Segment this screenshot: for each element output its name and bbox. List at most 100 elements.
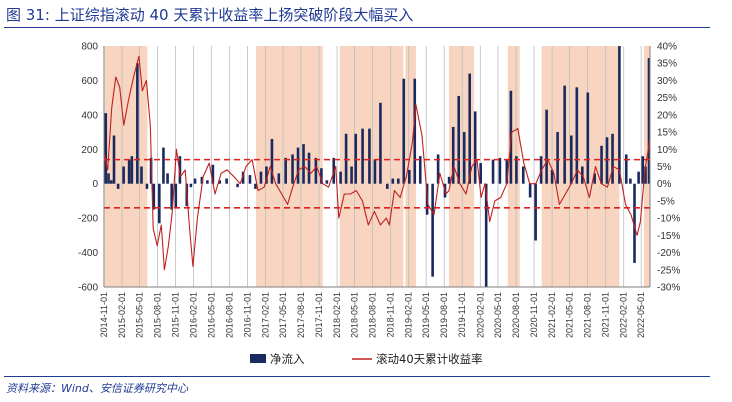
x-axis-ticks: 2014-11-01 2015-02-01 2015-05-01 2015-08-01… [99,292,646,338]
bar-82 [556,132,559,184]
right-tick-3: 25% [657,93,677,104]
x-tick-28: 2021-11-01 [601,292,611,337]
bar-16 [170,183,173,210]
bar-25 [218,180,222,184]
bar-93 [624,154,628,184]
x-tick-27: 2021-08-01 [583,292,593,338]
bar-36 [291,154,294,184]
bar-53 [391,178,395,184]
x-tick-2: 2015-05-01 [135,292,145,338]
bar-64 [451,126,455,184]
bar-60 [431,183,434,277]
bar-33 [270,138,274,184]
x-tick-7: 2016-08-01 [224,292,234,338]
x-tick-4: 2015-11-01 [171,292,181,337]
bar-41 [320,168,323,184]
left-tick-5: 400 [81,110,98,121]
right-tick-7: 5% [657,162,672,173]
x-tick-0: 2014-11-01 [99,292,109,337]
x-tick-19: 2019-08-01 [439,292,449,338]
bar-10 [145,183,149,189]
right-tick-2: 30% [657,76,677,87]
left-tick-7: 800 [81,42,98,53]
shaded-period-7 [643,46,650,287]
bar-69 [479,163,482,184]
bar-77 [528,183,532,198]
bar-32 [265,166,268,184]
bar-87 [586,92,590,184]
right-axis-ticks: 40% 35% 30% 25% 20% 15% 10% 5% 0% -5% -10% -15% -20%… [657,42,680,294]
bar-46 [350,166,353,184]
legend-swatch-bar [250,354,266,363]
x-tick-18: 2019-05-01 [421,292,431,338]
right-tick-8: 0% [657,179,672,190]
shaded-period-3 [405,46,416,287]
legend: 净流入 滚动40天累计收益率 [250,352,483,366]
bar-71 [491,159,495,184]
bar-70 [484,183,488,287]
shaded-period-5 [507,46,520,287]
left-tick-6: 600 [81,76,98,87]
bar-26 [225,178,228,184]
left-tick-2: -200 [78,214,98,225]
bar-22 [200,176,204,184]
bar-67 [468,73,472,184]
bar-98 [644,166,647,184]
x-tick-9: 2017-02-01 [260,292,270,338]
bar-13 [158,183,161,224]
source-rule [4,376,710,377]
bar-18 [178,156,182,184]
bar-50 [373,159,377,184]
bar-49 [368,128,371,184]
bar-23 [206,180,209,184]
legend-label-line: 滚动40天累计收益率 [376,352,483,366]
x-tick-26: 2021-05-01 [565,292,575,338]
left-tick-4: 200 [81,145,98,156]
source-note: 资料来源：Wind、安信证券研究中心 [6,382,188,395]
bar-28 [241,171,245,184]
bar-35 [284,157,287,184]
bar-0 [104,113,108,184]
bar-97 [641,156,645,184]
bar-8 [136,63,139,184]
left-axis-ticks: -600 -400 -200 0 200 400 600 800 [78,42,98,294]
x-tick-1: 2015-02-01 [117,292,127,338]
bar-56 [407,169,411,184]
bar-6 [127,159,131,184]
bar-27 [236,183,239,188]
left-tick-1: -400 [78,248,98,259]
bar-21 [193,178,197,184]
figure-label: 图 31: [6,6,50,24]
bar-61 [436,154,440,184]
bar-15 [166,173,169,184]
x-tick-10: 2017-05-01 [278,292,288,338]
bar-52 [386,183,389,189]
x-tick-12: 2017-11-01 [314,292,324,337]
bar-76 [521,166,525,184]
bar-37 [296,147,300,184]
bar-55 [402,78,406,184]
legend-label-bar: 净流入 [270,352,305,366]
x-tick-24: 2020-11-01 [529,292,539,337]
bar-99 [647,58,651,184]
rolling-return-polyline [103,55,651,271]
figure-title: 图 31: 上证综指滚动 40 天累计收益率上扬突破阶段大幅买入 [6,4,413,25]
right-tick-0: 40% [657,42,677,53]
x-tick-6: 2016-05-01 [206,292,216,338]
bar-92 [618,46,621,184]
right-tick-1: 35% [657,59,677,70]
x-tick-5: 2016-02-01 [189,292,199,338]
bar-44 [339,171,342,184]
bar-2 [109,180,113,184]
bar-73 [505,159,509,184]
bar-31 [259,171,263,184]
bar-68 [473,111,477,184]
bar-42 [325,180,329,184]
bar-17 [174,183,178,208]
bar-94 [629,178,632,184]
bar-7 [130,156,134,184]
threshold-lines [104,158,650,209]
x-tick-30: 2022-05-01 [636,292,646,338]
bar-40 [314,157,318,184]
